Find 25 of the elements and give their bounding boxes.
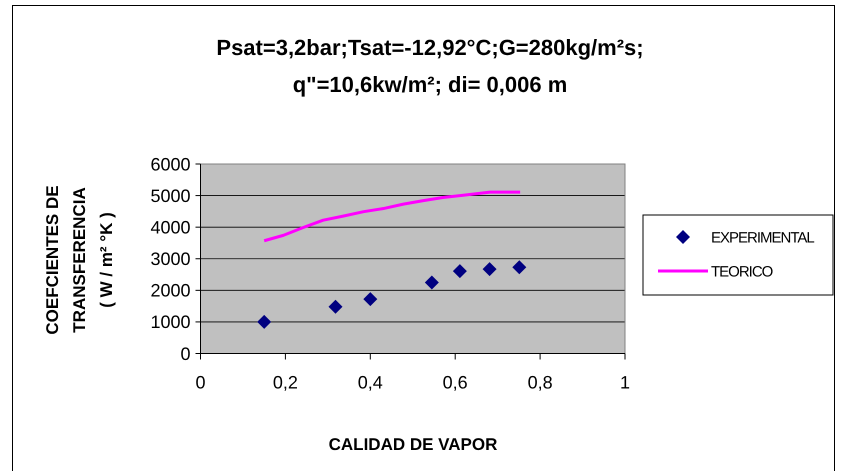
y-tick-label: 2000 <box>150 280 190 301</box>
x-tick-label: 0,8 <box>528 372 553 392</box>
x-axis-title: CALIDAD DE VAPOR <box>328 435 498 454</box>
point <box>482 262 497 276</box>
x-tick-label: 0 <box>195 372 206 392</box>
y-tick-label: 0 <box>180 344 190 364</box>
point <box>363 292 378 306</box>
chart-title: Psat=3,2bar;Tsat=-12,92°C;G=280kg/m²s; q"=10,6kw/m²; di= 0,006 m <box>216 35 644 97</box>
y-tick-label: 1000 <box>150 312 190 332</box>
x-tick-label: 0,2 <box>272 372 298 392</box>
x-tick-label: 1 <box>620 372 630 392</box>
x-tick-label: 0,4 <box>358 372 383 392</box>
y-tick-label: 4000 <box>150 217 190 238</box>
point <box>512 260 526 274</box>
legend-label: EXPERIMENTAL <box>711 229 814 246</box>
y-tick-label: 6000 <box>150 154 190 174</box>
y-tick-label: 5000 <box>150 186 190 206</box>
point <box>452 264 467 278</box>
line-series <box>262 190 522 242</box>
point <box>328 300 342 314</box>
x-tick-label: 0,6 <box>442 372 468 392</box>
legend-label: TEORICO <box>711 263 773 280</box>
point <box>257 314 272 329</box>
point <box>424 275 439 290</box>
y-tick-label: 3000 <box>150 249 190 270</box>
